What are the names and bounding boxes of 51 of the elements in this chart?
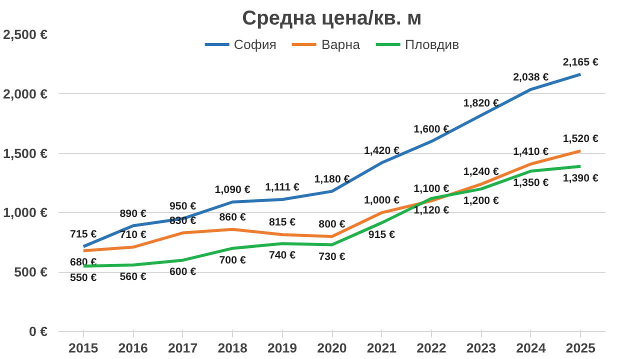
x-tick-label: 2023 [466,340,496,356]
data-label: 1,090 € [214,184,250,196]
x-tick-label: 2017 [168,340,198,356]
data-label: 1,350 € [513,177,549,190]
data-label: 1,111 € [265,182,300,194]
data-label: 1,820 € [463,97,500,110]
data-label: 1,120 € [414,204,450,216]
data-label: 560 € [120,270,146,283]
data-label: 1,200 € [463,194,500,207]
data-label: 715 € [70,228,97,241]
legend-label: Пловдив [405,36,460,52]
data-label: 860 € [219,211,246,224]
y-tick-label: 2,000 € [3,86,48,102]
x-tick-label: 2020 [317,340,347,356]
legend-label: София [234,36,277,52]
data-label: 1,420 € [364,144,400,157]
data-label: 950 € [169,200,196,213]
data-label: 1,000 € [364,194,400,207]
data-label: 1,600 € [414,123,450,136]
x-tick-label: 2015 [68,340,99,356]
data-label: 890 € [120,208,146,220]
data-label: 730 € [318,250,346,263]
data-label: 800 € [318,218,346,230]
data-label: 600 € [169,266,196,278]
x-tick-label: 2024 [516,340,546,356]
y-tick-label: 0 € [28,324,48,339]
data-label: 550 € [70,272,97,284]
chart-title: Средна цена/кв. м [242,8,422,30]
data-label: 815 € [268,216,296,229]
x-tick-label: 2018 [218,340,248,356]
y-tick-label: 500 € [14,264,48,280]
data-label: 915 € [368,228,396,241]
data-label: 1,520 € [562,132,598,145]
data-label: 1,100 € [414,182,450,195]
x-tick-label: 2016 [118,340,148,356]
data-label: 710 € [120,229,146,242]
data-label: 1,240 € [463,166,500,178]
data-label: 700 € [219,254,246,266]
data-label: 2,165 € [562,56,598,68]
y-tick-label: 2,500 € [3,27,48,42]
legend-label: Варна [322,36,360,52]
data-label: 1,390 € [562,172,598,184]
y-tick-label: 1,500 € [3,146,48,161]
x-tick-label: 2021 [366,340,398,356]
data-label: 740 € [268,250,296,262]
data-label: 1,410 € [513,146,549,158]
data-label: 2,038 € [513,71,549,84]
y-tick-label: 1,000 € [3,205,48,220]
x-tick-label: 2019 [267,340,298,356]
x-tick-label: 2022 [416,340,446,356]
x-tick-label: 2025 [566,340,596,356]
